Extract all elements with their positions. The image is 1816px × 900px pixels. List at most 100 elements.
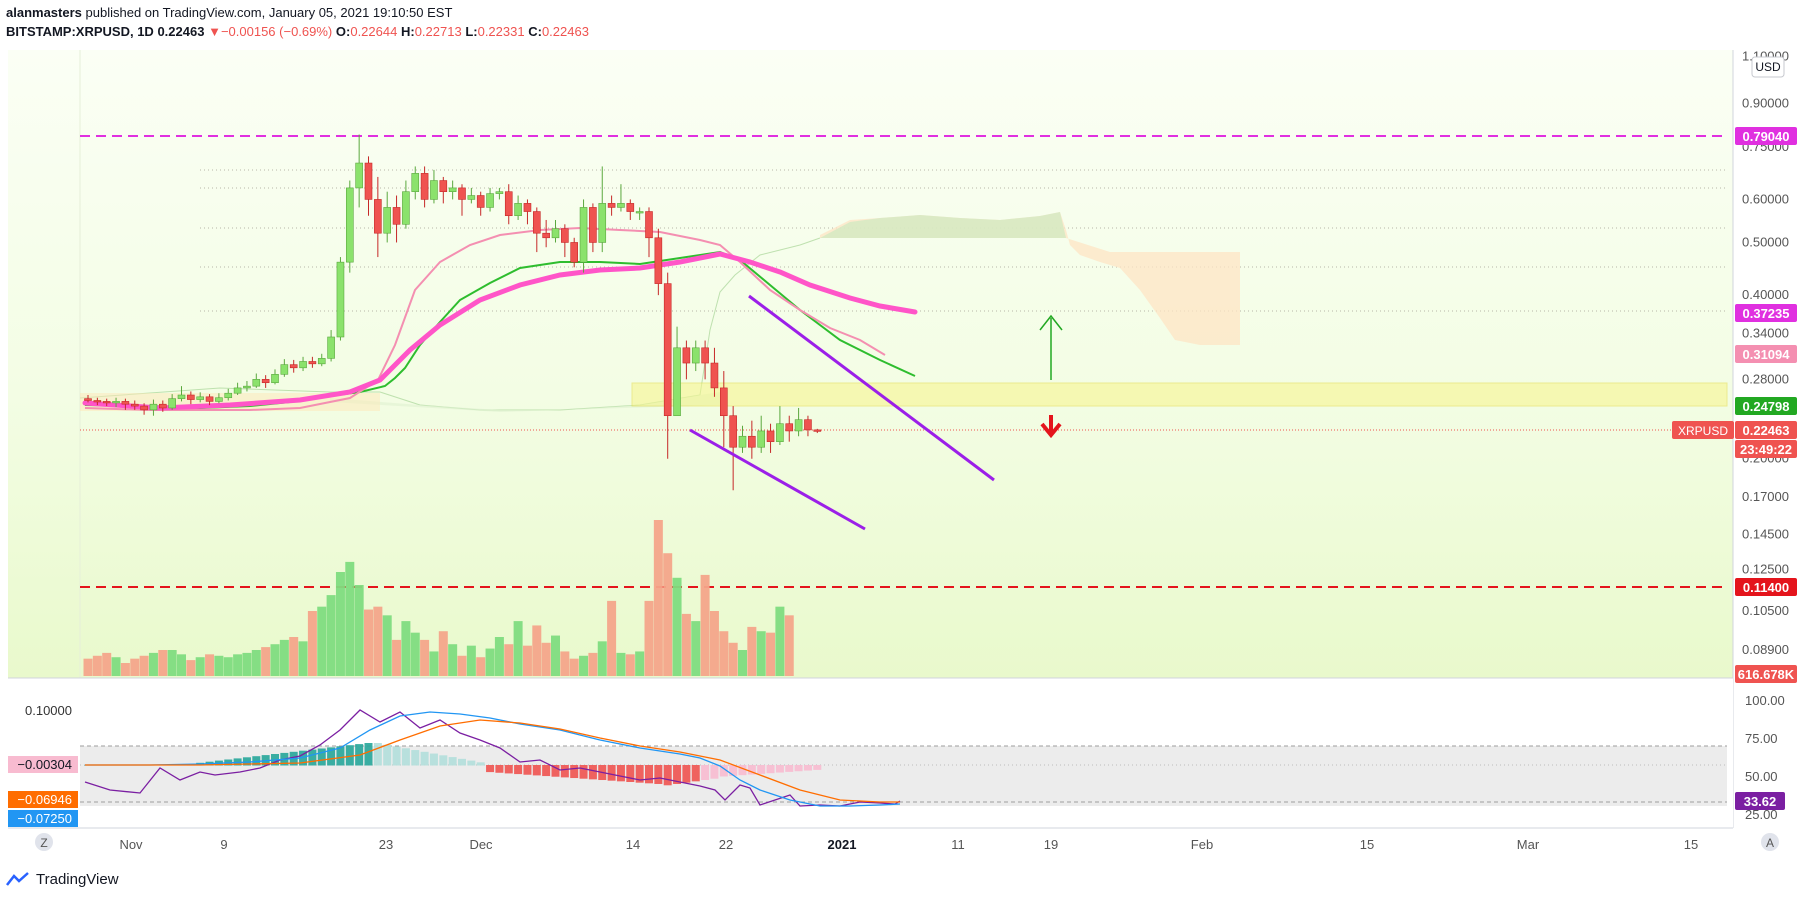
volume-bar: [541, 642, 551, 676]
candle[interactable]: [607, 195, 616, 216]
candle[interactable]: [813, 428, 822, 434]
channel-lower-line[interactable]: [689, 428, 866, 531]
candle[interactable]: [345, 180, 354, 273]
candle[interactable]: [84, 395, 92, 403]
candle[interactable]: [804, 415, 812, 437]
price-tick: 0.17000: [1742, 489, 1789, 504]
candle[interactable]: [514, 195, 522, 220]
candle[interactable]: [280, 359, 289, 377]
candle[interactable]: [589, 203, 597, 253]
candle[interactable]: [719, 371, 728, 448]
time-tick: Nov: [119, 837, 143, 852]
candle[interactable]: [317, 353, 326, 367]
candle[interactable]: [710, 347, 719, 397]
candle[interactable]: [654, 228, 663, 296]
candle[interactable]: [645, 207, 653, 258]
candle[interactable]: [392, 195, 401, 243]
price-pane[interactable]: [8, 50, 1733, 678]
author-name[interactable]: alanmasters: [6, 5, 82, 20]
candle[interactable]: [355, 134, 363, 208]
candle[interactable]: [121, 398, 130, 410]
candle[interactable]: [187, 391, 195, 405]
candle[interactable]: [532, 207, 541, 253]
symbol-name[interactable]: BITSTAMP:XRPUSD, 1D: [6, 24, 154, 39]
candle[interactable]: [364, 156, 373, 216]
candle[interactable]: [691, 340, 700, 372]
currency-badge[interactable]: [1751, 56, 1785, 78]
candle[interactable]: [130, 400, 139, 410]
candle[interactable]: [673, 326, 681, 417]
candles[interactable]: [84, 134, 822, 491]
candle[interactable]: [205, 394, 214, 406]
candle[interactable]: [738, 425, 747, 453]
candle[interactable]: [383, 191, 392, 243]
candle[interactable]: [579, 199, 588, 273]
histogram-bar: [523, 765, 532, 775]
histogram-bar: [635, 765, 644, 783]
candle[interactable]: [617, 184, 625, 212]
candle[interactable]: [112, 397, 120, 408]
candle[interactable]: [551, 219, 560, 243]
candle[interactable]: [570, 237, 579, 268]
candle[interactable]: [439, 176, 448, 204]
zoom-reset-button[interactable]: [35, 833, 53, 851]
candle[interactable]: [177, 386, 186, 402]
histogram-bar: [626, 765, 635, 782]
candle[interactable]: [102, 398, 111, 407]
candle[interactable]: [542, 219, 550, 248]
candle[interactable]: [467, 187, 476, 204]
candle[interactable]: [635, 207, 644, 220]
time-tick: 15: [1684, 837, 1698, 852]
candle[interactable]: [374, 176, 382, 258]
auto-scale-button[interactable]: [1761, 833, 1779, 851]
candle[interactable]: [149, 399, 158, 416]
candle[interactable]: [476, 191, 485, 216]
candle[interactable]: [776, 406, 784, 445]
candle[interactable]: [682, 340, 691, 380]
candle[interactable]: [168, 394, 176, 410]
candle[interactable]: [785, 415, 794, 442]
candle[interactable]: [271, 369, 279, 385]
candle[interactable]: [561, 224, 569, 258]
candle[interactable]: [336, 257, 345, 341]
tradingview-brand[interactable]: TradingView: [6, 867, 119, 891]
candle[interactable]: [458, 184, 466, 216]
candle[interactable]: [159, 400, 167, 412]
candle[interactable]: [794, 407, 803, 437]
candle[interactable]: [504, 184, 513, 225]
candle[interactable]: [486, 187, 494, 212]
candle[interactable]: [196, 392, 204, 403]
candle[interactable]: [243, 381, 251, 392]
candle[interactable]: [729, 406, 737, 491]
candle[interactable]: [233, 382, 242, 396]
candle[interactable]: [289, 359, 298, 373]
candle[interactable]: [252, 373, 261, 388]
channel-upper-line[interactable]: [748, 294, 995, 482]
candle[interactable]: [626, 199, 635, 220]
candle[interactable]: [327, 330, 335, 362]
indicator-axis[interactable]: 100.00 75.00 50.00 25.00: [1745, 693, 1785, 822]
candle[interactable]: [701, 340, 709, 380]
time-axis[interactable]: Nov 9 23 Dec 14 22 2021 11 19 Feb 15 Mar 15: [119, 837, 1698, 852]
candle[interactable]: [402, 180, 410, 229]
candle[interactable]: [523, 199, 532, 225]
candle[interactable]: [495, 187, 504, 200]
candle[interactable]: [299, 356, 307, 372]
candle[interactable]: [411, 166, 420, 200]
candle[interactable]: [663, 272, 672, 459]
candle[interactable]: [261, 375, 270, 388]
candle[interactable]: [308, 356, 317, 368]
candle[interactable]: [757, 415, 766, 453]
candle[interactable]: [93, 397, 102, 406]
candle[interactable]: [598, 166, 607, 253]
candle[interactable]: [766, 423, 775, 453]
candle[interactable]: [430, 169, 438, 204]
candle[interactable]: [448, 180, 457, 200]
candle[interactable]: [420, 166, 429, 208]
candle[interactable]: [215, 393, 223, 404]
candle[interactable]: [748, 420, 756, 459]
candle[interactable]: [140, 403, 148, 415]
indicator-value-text: 0.10000: [25, 703, 72, 718]
candle[interactable]: [224, 388, 233, 401]
